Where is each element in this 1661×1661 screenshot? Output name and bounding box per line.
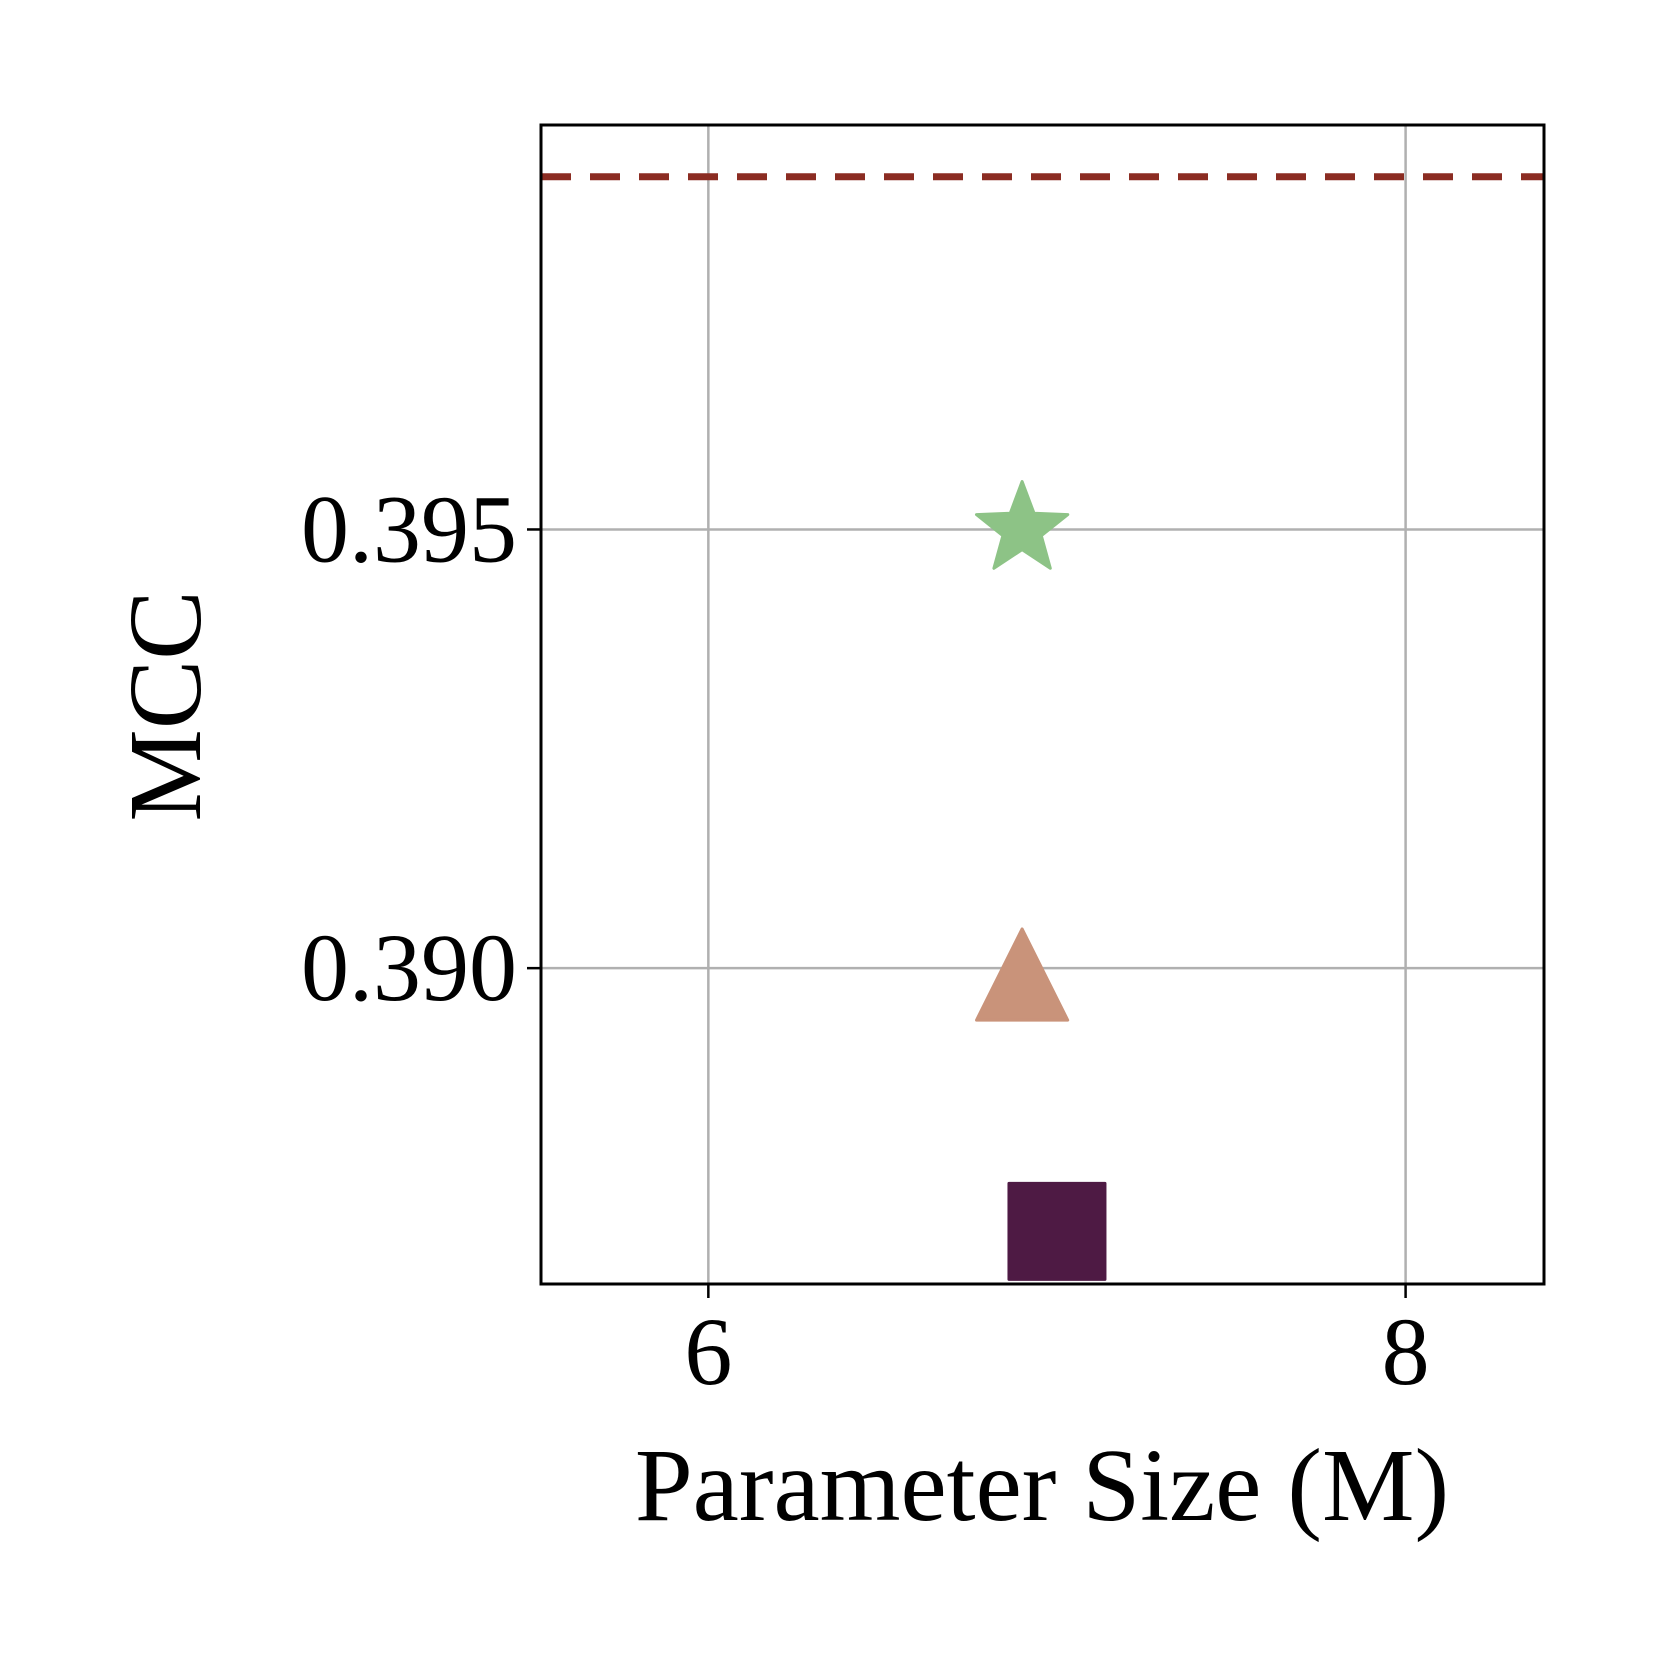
y-tick-label: 0.395 <box>301 475 517 582</box>
point <box>975 927 1070 1022</box>
plot-frame <box>539 123 1546 1286</box>
x-tick-label: 8 <box>1382 1298 1430 1405</box>
point <box>975 480 1070 570</box>
point <box>1007 1181 1107 1281</box>
x-axis-label: Parameter Size (M) <box>635 1428 1449 1543</box>
y-axis-label: MCC <box>108 590 223 821</box>
x-tick-label: 6 <box>684 1298 732 1405</box>
y-tick-label: 0.390 <box>301 914 517 1021</box>
